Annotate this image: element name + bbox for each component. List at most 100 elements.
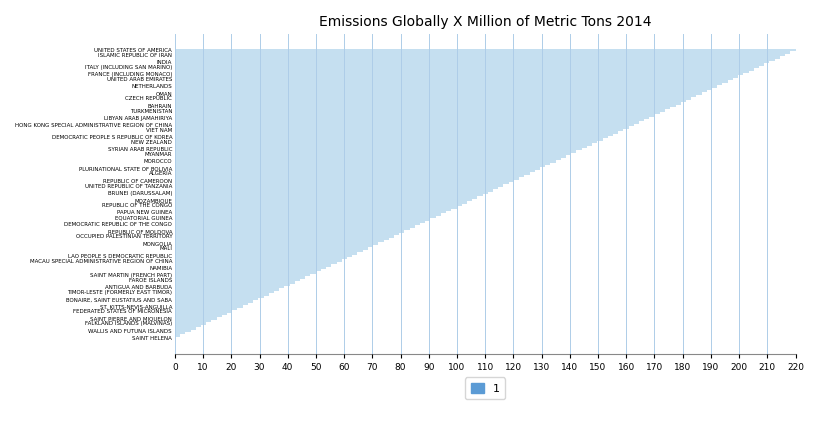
Bar xyxy=(175,88,712,90)
Bar xyxy=(175,63,764,66)
Bar xyxy=(175,68,753,71)
Bar xyxy=(175,174,524,177)
Bar xyxy=(175,194,482,197)
Bar xyxy=(175,56,780,59)
Bar xyxy=(175,76,738,78)
Bar xyxy=(175,146,587,148)
Bar xyxy=(175,281,295,283)
Bar xyxy=(175,279,300,281)
Bar xyxy=(175,269,321,271)
Bar xyxy=(175,260,342,262)
Bar xyxy=(175,138,603,141)
Bar xyxy=(175,271,315,274)
Bar xyxy=(175,51,790,54)
Bar xyxy=(175,71,749,73)
Bar xyxy=(175,283,290,286)
Legend: 1: 1 xyxy=(465,378,505,399)
Bar xyxy=(175,243,378,245)
Bar xyxy=(175,233,399,235)
Bar xyxy=(175,105,676,107)
Bar xyxy=(175,327,196,329)
Bar xyxy=(175,226,414,228)
Bar xyxy=(175,266,326,269)
Bar xyxy=(175,100,686,102)
Bar xyxy=(175,322,206,325)
Bar xyxy=(175,211,446,214)
Bar xyxy=(175,112,660,114)
Bar xyxy=(175,117,649,119)
Bar xyxy=(175,61,769,63)
Bar xyxy=(175,325,201,327)
Bar xyxy=(175,206,456,209)
Bar xyxy=(175,247,368,250)
Bar xyxy=(175,122,639,124)
Bar xyxy=(175,310,233,312)
Bar xyxy=(175,180,514,182)
Bar xyxy=(175,134,613,136)
Bar xyxy=(175,182,509,184)
Bar xyxy=(175,191,488,194)
Bar xyxy=(175,254,352,257)
Bar xyxy=(175,102,681,105)
Bar xyxy=(175,131,618,134)
Bar xyxy=(175,97,691,100)
Bar xyxy=(175,250,363,252)
Bar xyxy=(175,291,274,293)
Bar xyxy=(175,216,436,218)
Bar xyxy=(175,240,383,243)
Bar xyxy=(175,165,545,168)
Bar xyxy=(175,172,530,174)
Bar xyxy=(175,124,634,126)
Bar xyxy=(175,160,555,163)
Bar xyxy=(175,90,707,92)
Bar xyxy=(175,168,540,170)
Bar xyxy=(175,78,733,80)
Bar xyxy=(175,204,462,206)
Bar xyxy=(175,312,227,315)
Bar xyxy=(175,257,347,260)
Bar xyxy=(175,209,451,211)
Bar xyxy=(175,308,238,310)
Bar xyxy=(175,155,566,158)
Bar xyxy=(175,187,498,189)
Bar xyxy=(175,73,744,76)
Bar xyxy=(175,300,253,303)
Bar xyxy=(175,264,332,266)
Bar xyxy=(175,49,795,51)
Bar xyxy=(175,148,581,151)
Bar xyxy=(175,163,550,165)
Bar xyxy=(175,114,654,117)
Bar xyxy=(175,274,310,276)
Bar xyxy=(175,214,441,216)
Bar xyxy=(175,230,405,233)
Bar xyxy=(175,276,305,279)
Bar xyxy=(175,66,759,68)
Bar xyxy=(175,92,702,95)
Bar xyxy=(175,223,420,226)
Bar xyxy=(175,95,696,97)
Bar xyxy=(175,177,519,180)
Bar xyxy=(175,315,222,317)
Bar xyxy=(175,109,665,112)
Bar xyxy=(175,303,248,306)
Bar xyxy=(175,158,561,160)
Bar xyxy=(175,317,216,320)
Bar xyxy=(175,218,431,220)
Bar xyxy=(175,298,258,300)
Bar xyxy=(175,197,477,199)
Bar xyxy=(175,289,279,291)
Bar xyxy=(175,293,269,296)
Bar xyxy=(175,136,608,138)
Bar xyxy=(175,129,623,131)
Bar xyxy=(175,107,670,109)
Title: Emissions Globally X Million of Metric Tons 2014: Emissions Globally X Million of Metric T… xyxy=(319,15,651,29)
Bar xyxy=(175,286,284,289)
Bar xyxy=(175,54,785,56)
Bar xyxy=(175,235,394,237)
Bar xyxy=(175,237,389,240)
Bar xyxy=(175,201,467,204)
Bar xyxy=(175,151,577,153)
Bar xyxy=(175,199,473,201)
Bar xyxy=(175,320,211,322)
Bar xyxy=(175,143,592,146)
